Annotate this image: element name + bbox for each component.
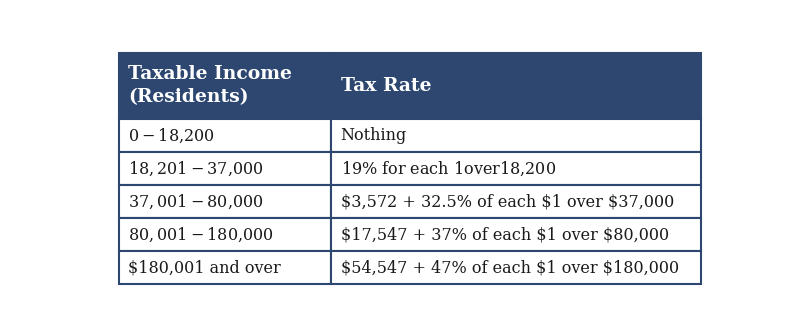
Bar xyxy=(118,53,331,119)
Text: $80,001 - $180,000: $80,001 - $180,000 xyxy=(128,225,274,244)
Text: $3,572 + 32.5% of each $1 over $37,000: $3,572 + 32.5% of each $1 over $37,000 xyxy=(341,193,674,210)
Bar xyxy=(331,251,702,284)
Bar xyxy=(331,53,702,119)
Text: $37,001 - $80,000: $37,001 - $80,000 xyxy=(128,192,263,211)
Text: 19% for each $1 over $18,200: 19% for each $1 over $18,200 xyxy=(341,159,556,178)
Text: Taxable Income
(Residents): Taxable Income (Residents) xyxy=(128,65,292,106)
Bar xyxy=(331,152,702,185)
Text: $180,001 and over: $180,001 and over xyxy=(128,260,281,276)
Bar xyxy=(118,185,331,218)
Bar xyxy=(331,218,702,251)
Text: $54,547 + 47% of each $1 over $180,000: $54,547 + 47% of each $1 over $180,000 xyxy=(341,260,678,276)
Bar xyxy=(118,152,331,185)
Bar xyxy=(331,185,702,218)
Bar xyxy=(331,119,702,152)
Text: Nothing: Nothing xyxy=(341,127,407,144)
Bar xyxy=(118,251,331,284)
Text: Tax Rate: Tax Rate xyxy=(341,77,431,95)
Bar xyxy=(118,218,331,251)
Text: $17,547 + 37% of each $1 over $80,000: $17,547 + 37% of each $1 over $80,000 xyxy=(341,226,669,243)
Text: $0 - $18,200: $0 - $18,200 xyxy=(128,126,214,145)
Bar xyxy=(118,119,331,152)
Text: $18,201 - $37,000: $18,201 - $37,000 xyxy=(128,159,263,178)
